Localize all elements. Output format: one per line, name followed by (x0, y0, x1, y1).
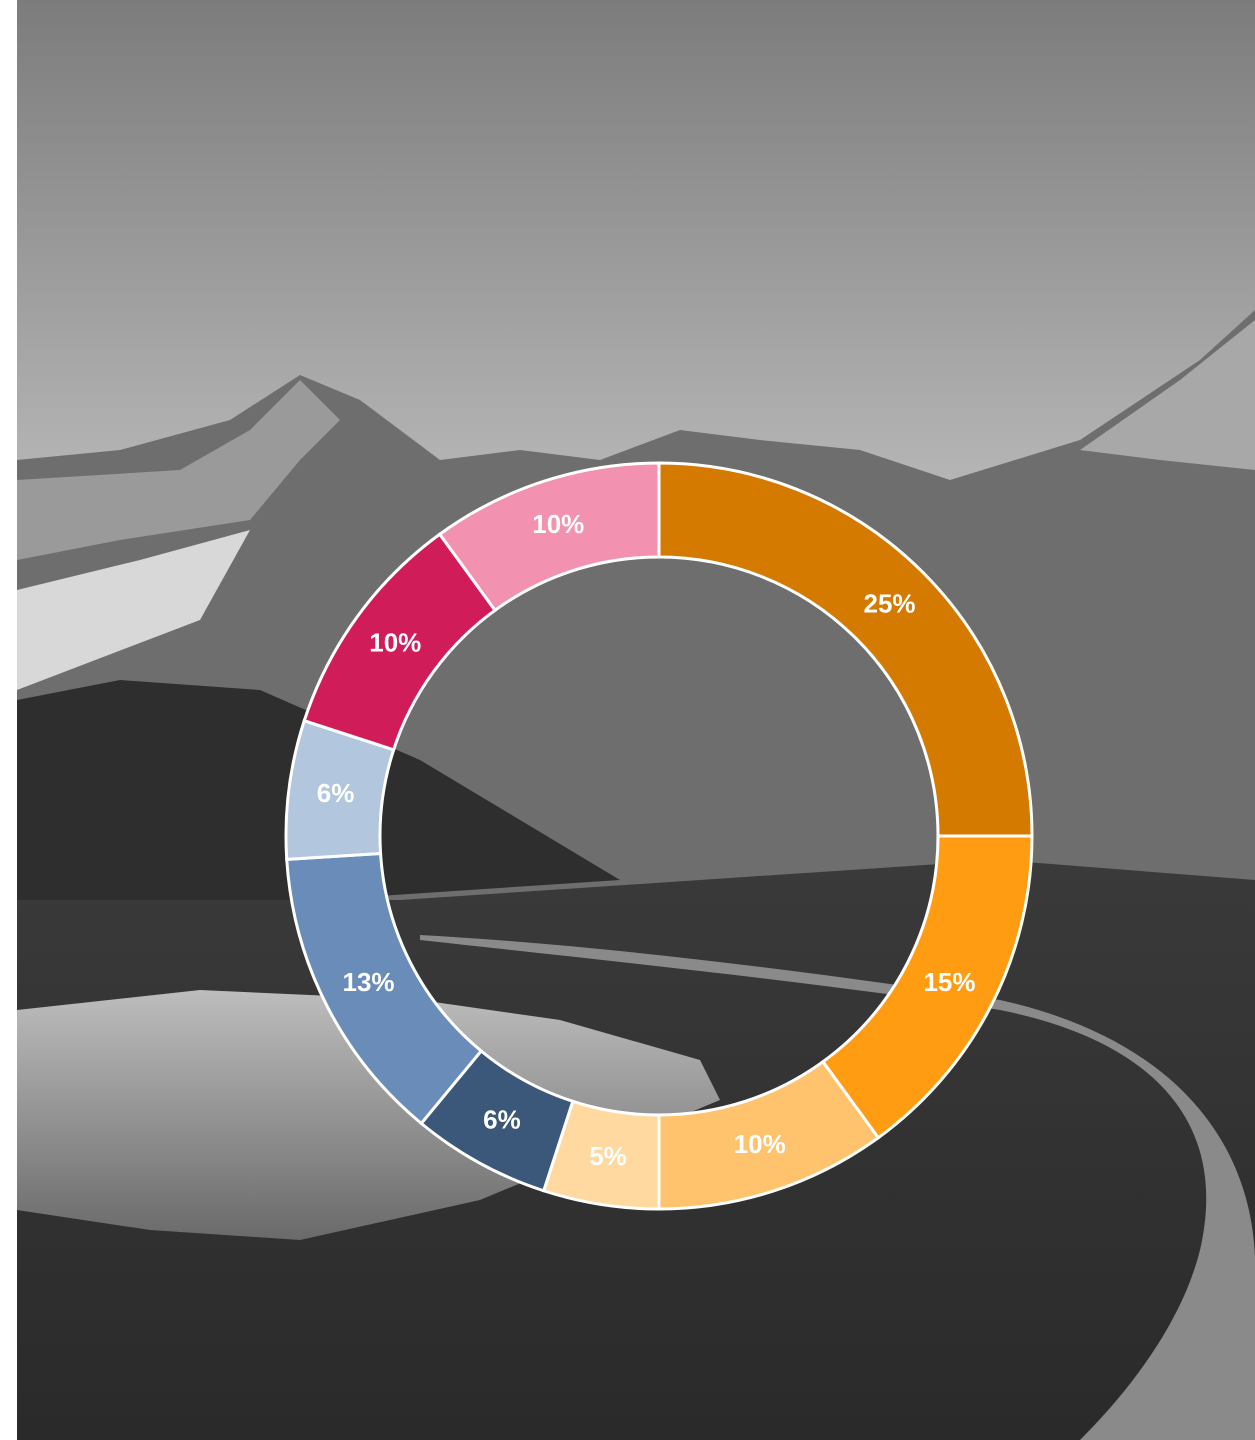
donut-segment (657, 461, 1034, 838)
background-photo (17, 0, 1255, 1440)
data-label: 10% (734, 1129, 786, 1159)
data-label: 10% (369, 627, 421, 657)
donut: 25% 15% 10% 5% 6% 13% 6% 10% 10% (284, 461, 1034, 1211)
data-label: 13% (343, 967, 395, 997)
data-label: 10% (532, 509, 584, 539)
data-label: 25% (863, 588, 915, 618)
data-label: 15% (923, 967, 975, 997)
data-label: 6% (317, 778, 355, 808)
data-label: 6% (483, 1105, 521, 1135)
data-label: 5% (589, 1141, 627, 1171)
donut-segment (437, 461, 661, 613)
